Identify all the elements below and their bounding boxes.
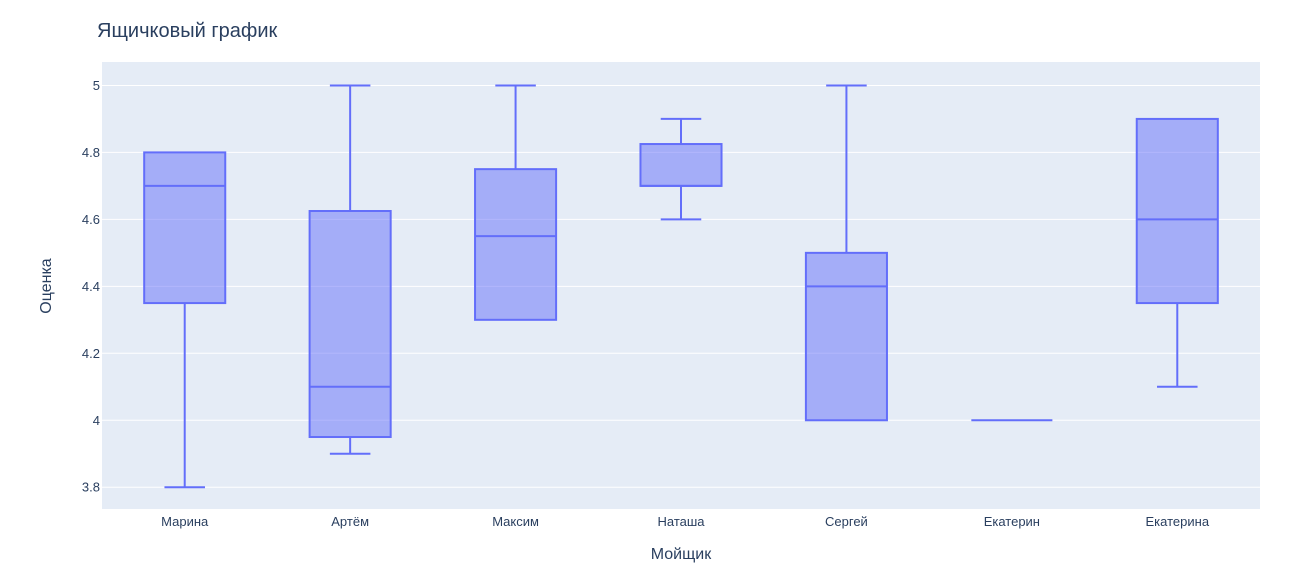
y-tick-labels: 3.8 4 4.2 4.4 4.6 4.8 5 <box>82 78 100 495</box>
box-iqr <box>804 251 888 422</box>
x-tick-label: Марина <box>161 514 209 529</box>
x-axis-label: Мойщик <box>651 546 712 563</box>
y-tick-label: 5 <box>93 78 100 93</box>
x-tick-label: Максим <box>492 514 539 529</box>
box-series <box>143 84 1219 489</box>
box-4 <box>639 117 723 221</box>
box-5 <box>804 84 888 422</box>
box-3 <box>474 84 558 321</box>
box-7 <box>1135 117 1219 388</box>
y-tick-label: 4.8 <box>82 145 100 160</box>
y-axis-label: Оценка <box>38 258 55 314</box>
box-iqr <box>639 143 723 187</box>
box-iqr <box>1135 117 1219 305</box>
x-tick-label: Екатерина <box>1146 514 1210 529</box>
x-tick-label: Сергей <box>825 514 868 529</box>
y-tick-label: 4.2 <box>82 346 100 361</box>
chart-title: Ящичковый график <box>97 20 277 42</box>
box-iqr <box>308 210 392 439</box>
box-2 <box>308 84 392 455</box>
x-tick-labels: Марина Артём Максим Наташа Сергей Екатерин Ека… <box>161 514 1210 529</box>
y-tick-label: 4 <box>93 413 100 428</box>
y-tick-label: 4.4 <box>82 279 100 294</box>
y-tick-label: 3.8 <box>82 480 100 495</box>
box-iqr <box>143 151 227 305</box>
y-tick-label: 4.6 <box>82 212 100 227</box>
x-tick-label: Наташа <box>657 514 705 529</box>
box-iqr <box>474 168 558 321</box>
x-tick-label: Артём <box>331 514 369 529</box>
x-tick-label: Екатерин <box>984 514 1040 529</box>
box-1 <box>143 151 227 489</box>
